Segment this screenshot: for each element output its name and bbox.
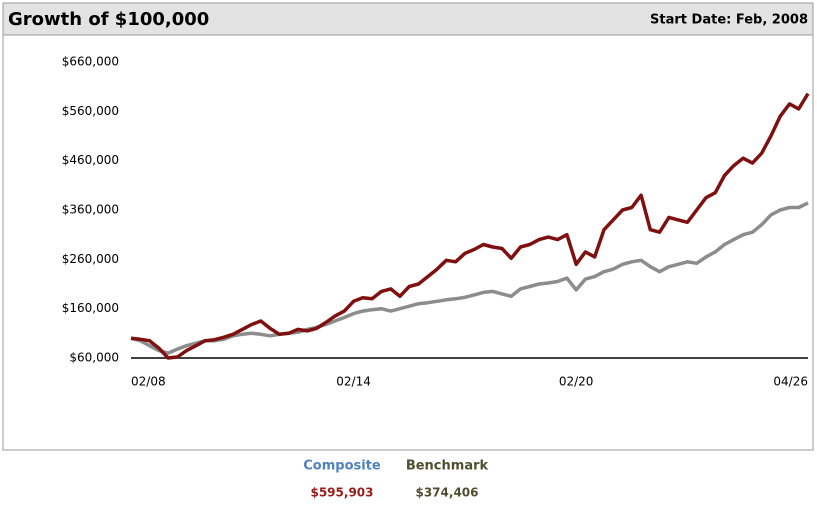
x-tick-label: 02/08 [131,375,166,389]
x-tick-label: 04/26 [773,375,808,389]
header [2,2,814,36]
series-line [130,201,809,355]
legend-label: Benchmark [406,459,489,474]
y-tick-label: $60,000 [69,351,119,365]
x-tick-label: 02/20 [559,375,594,389]
y-tick-label: $160,000 [62,301,119,315]
legend-label: Composite [303,459,381,474]
y-tick-label: $660,000 [62,55,119,69]
chart-title: Growth of $100,000 [8,9,209,30]
y-tick-label: $260,000 [62,252,119,266]
y-tick-label: $460,000 [62,153,119,167]
legend-value: $374,406 [415,486,478,500]
chart-subtitle: Start Date: Feb, 2008 [650,13,808,28]
series-line [130,92,810,360]
legend-value: $595,903 [310,486,373,500]
x-tick-label: 02/14 [336,375,371,389]
frame [2,2,814,451]
y-tick-label: $360,000 [62,203,119,217]
y-tick-label: $560,000 [62,104,119,118]
